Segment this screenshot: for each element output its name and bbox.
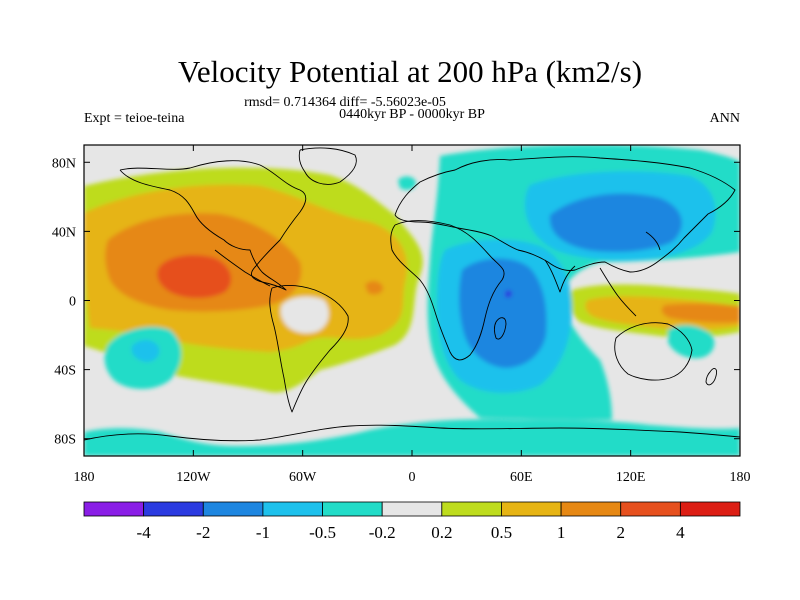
contour-fill bbox=[84, 145, 740, 456]
coastlines bbox=[84, 147, 740, 442]
colorbar-label: -2 bbox=[196, 523, 210, 542]
colorbar-label: 0.2 bbox=[431, 523, 452, 542]
x-tick-label: 180 bbox=[74, 470, 95, 485]
colorbar-swatch bbox=[83, 501, 145, 517]
right-string: ANN bbox=[710, 111, 740, 126]
colorbar-swatch bbox=[441, 501, 502, 517]
left-string: Expt = teioe-teina bbox=[84, 111, 185, 126]
contour-hole-west-sa bbox=[280, 296, 329, 334]
stats-text: rmsd= 0.714364 diff= -5.56023e-05 bbox=[244, 95, 446, 110]
coast-eurasia bbox=[394, 156, 736, 273]
contour-positive-mc-1 bbox=[661, 303, 740, 323]
coast-central-america bbox=[214, 249, 271, 287]
colorbar-swatch bbox=[679, 501, 741, 517]
coast-southeast-asia bbox=[599, 267, 637, 317]
contour-negative-2 bbox=[505, 290, 512, 298]
coast-africa bbox=[390, 220, 505, 361]
y-tick-label: 40N bbox=[52, 225, 76, 240]
contour-negative-1 bbox=[549, 193, 682, 252]
contour-positive-2-small bbox=[365, 281, 384, 295]
colorbar-label: 0.5 bbox=[491, 523, 512, 542]
colorbar-swatch bbox=[262, 501, 323, 517]
coast-south-america bbox=[269, 285, 349, 413]
coast-australia bbox=[614, 322, 693, 381]
colorbar-label: -4 bbox=[137, 523, 152, 542]
contour-negative-au bbox=[668, 325, 715, 359]
y-tick-label: 40S bbox=[54, 364, 76, 379]
colorbar-label: -0.5 bbox=[309, 523, 336, 542]
contour-positive-2 bbox=[157, 254, 232, 298]
y-tick-label: 80N bbox=[52, 156, 76, 171]
colorbar-label: -0.2 bbox=[369, 523, 396, 542]
colorbar-label: 1 bbox=[557, 523, 566, 542]
x-tick-label: 60W bbox=[289, 470, 317, 485]
contour-negative-sp-0.5 bbox=[131, 340, 160, 362]
colorbar-swatch bbox=[620, 501, 681, 517]
center-string: 0440kyr BP - 0000kyr BP bbox=[339, 107, 485, 122]
coast-new-zealand bbox=[705, 368, 717, 386]
x-tick-label: 0 bbox=[409, 470, 416, 485]
coast-madagascar bbox=[494, 317, 507, 340]
colorbar-swatch bbox=[381, 501, 443, 517]
contour-negative-1-b bbox=[459, 258, 547, 368]
y-axis: 80N 40N 0 40S 80S bbox=[52, 156, 740, 448]
x-axis: 180 120W 60W 0 60E 120E 180 bbox=[74, 145, 751, 485]
colorbar-label: 4 bbox=[676, 523, 685, 542]
y-tick-label: 80S bbox=[54, 433, 76, 448]
colorbar: -4 -2 -1 -0.5 -0.2 0.2 0.5 1 2 4 bbox=[83, 501, 741, 542]
chart-title: Velocity Potential at 200 hPa (km2/s) bbox=[178, 54, 642, 89]
coast-greenland bbox=[298, 147, 357, 185]
colorbar-swatch bbox=[560, 501, 622, 517]
x-tick-label: 120E bbox=[616, 470, 646, 485]
coast-japan bbox=[645, 231, 661, 251]
coast-india bbox=[544, 259, 576, 293]
coast-antarctica bbox=[84, 424, 740, 442]
y-tick-label: 0 bbox=[69, 295, 76, 310]
x-tick-label: 60E bbox=[510, 470, 533, 485]
colorbar-swatch bbox=[143, 501, 204, 517]
map-panel bbox=[84, 145, 740, 456]
colorbar-swatch bbox=[322, 501, 383, 517]
x-tick-label: 180 bbox=[730, 470, 751, 485]
x-tick-label: 120W bbox=[176, 470, 211, 485]
contour-negative-natl bbox=[398, 176, 416, 190]
colorbar-label: -1 bbox=[256, 523, 270, 542]
colorbar-swatch bbox=[202, 501, 264, 517]
colorbar-label: 2 bbox=[616, 523, 625, 542]
colorbar-swatch bbox=[501, 501, 562, 517]
